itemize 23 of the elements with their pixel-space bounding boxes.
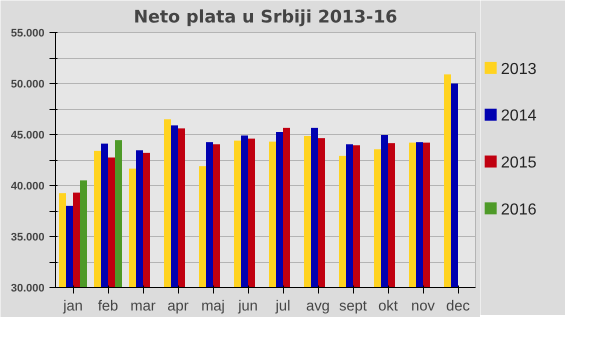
x-tick-label: okt [378, 298, 398, 314]
x-tick-label: dec [446, 298, 470, 314]
x-tick-label: jul [274, 298, 290, 314]
x-tick-label: jan [62, 298, 83, 314]
y-tick-label: 45.000 [10, 130, 45, 142]
x-tick-label: nov [411, 298, 436, 314]
legend-label: 2016 [500, 201, 537, 218]
x-tick-label: sept [339, 298, 367, 314]
legend-label: 2015 [500, 154, 537, 172]
y-tick-label: 40.000 [10, 180, 45, 192]
legend-label: 2013 [500, 60, 537, 78]
chart-title: Neto plata u Srbiji 2013-16 [134, 8, 398, 28]
x-tick-label: jun [237, 298, 258, 314]
legend-label: 2014 [500, 108, 537, 125]
y-tick-label: 30.000 [10, 282, 45, 294]
y-tick-label: 35.000 [10, 232, 45, 244]
y-tick-label: 55.000 [10, 28, 45, 40]
x-tick-label: mar [130, 298, 156, 314]
x-tick-label: apr [167, 298, 189, 314]
x-tick-label: avg [306, 298, 330, 314]
x-tick-label: feb [98, 298, 118, 314]
y-tick-label: 50.000 [10, 78, 45, 90]
x-tick-label: maj [201, 298, 225, 314]
